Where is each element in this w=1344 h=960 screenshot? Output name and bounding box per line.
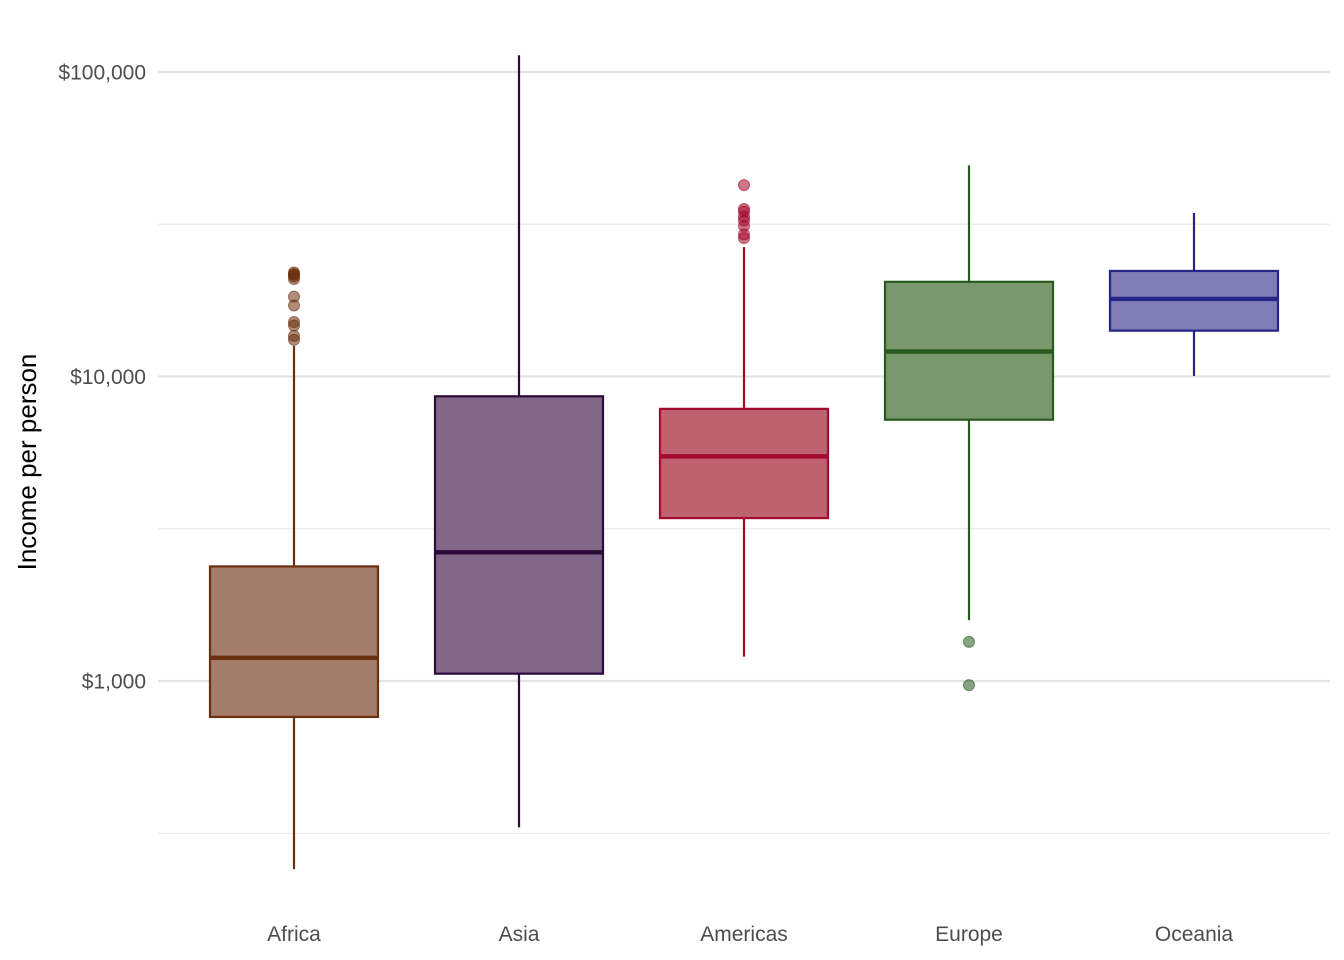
box-oceania xyxy=(1108,212,1280,376)
outlier-point xyxy=(288,290,300,303)
box-europe xyxy=(883,165,1055,692)
box-africa xyxy=(208,266,380,870)
iqr-box xyxy=(208,565,380,719)
outlier-point xyxy=(963,679,975,692)
outlier-point xyxy=(288,329,300,342)
x-tick-label: Europe xyxy=(935,923,1003,946)
outlier-point xyxy=(288,266,300,279)
y-tick-label: $10,000 xyxy=(70,366,146,389)
outlier-point xyxy=(738,179,750,192)
x-tick-label: Americas xyxy=(700,923,788,946)
x-tick-label: Africa xyxy=(267,923,321,946)
x-tick-label: Oceania xyxy=(1155,923,1234,946)
iqr-box xyxy=(658,407,830,520)
y-tick-label: $1,000 xyxy=(82,671,146,694)
iqr-box xyxy=(433,395,605,675)
x-tick-label: Asia xyxy=(499,923,540,946)
y-tick-label: $100,000 xyxy=(58,62,146,85)
outlier-point xyxy=(288,316,300,329)
outlier-point xyxy=(963,635,975,648)
box-asia xyxy=(433,55,605,828)
y-axis-title: Income per person xyxy=(12,354,42,571)
tick-layer: $1,000 $10,000 $100,000 Africa Asia Americas E… xyxy=(58,62,1233,947)
outlier-point xyxy=(738,202,750,215)
box-americas xyxy=(658,179,830,657)
box-layer xyxy=(208,55,1280,870)
